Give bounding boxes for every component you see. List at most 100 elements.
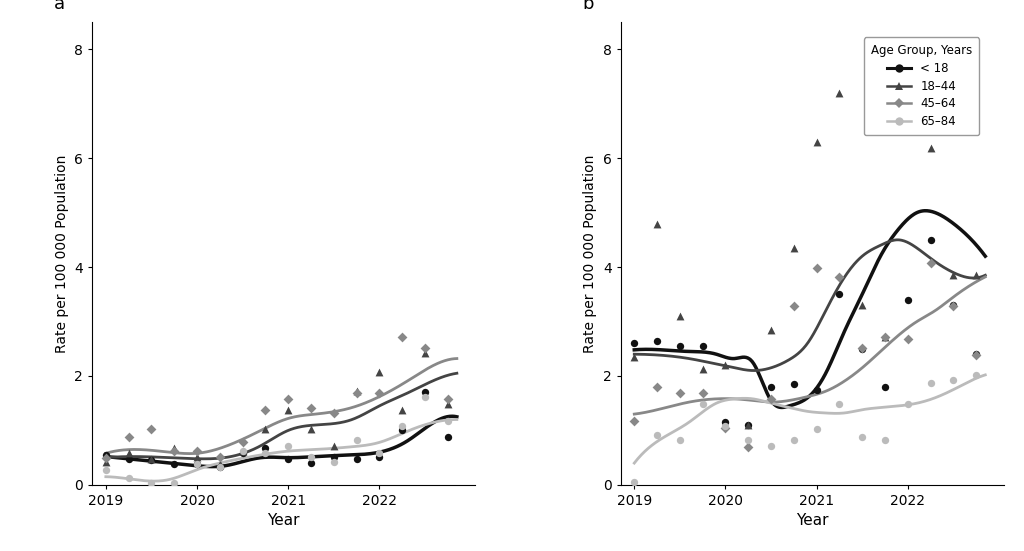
Point — [968, 370, 984, 379]
Point — [371, 367, 387, 376]
Point — [394, 332, 411, 341]
Legend: < 18, 18–44, 45–64, 65–84: < 18, 18–44, 45–64, 65–84 — [864, 37, 979, 135]
Point — [626, 478, 642, 487]
Point — [394, 406, 411, 414]
Point — [143, 478, 160, 487]
Point — [394, 422, 411, 430]
Point — [649, 336, 666, 345]
Point — [785, 244, 802, 252]
Point — [672, 436, 688, 445]
Point — [968, 351, 984, 360]
Point — [439, 416, 456, 425]
Point — [923, 144, 939, 153]
Point — [945, 302, 962, 311]
Point — [257, 425, 273, 434]
Y-axis label: Rate per 100 000 Population: Rate per 100 000 Population — [583, 154, 597, 353]
X-axis label: Year: Year — [796, 514, 828, 528]
Point — [188, 460, 205, 468]
Point — [923, 378, 939, 387]
Point — [672, 312, 688, 321]
Point — [143, 455, 160, 463]
Point — [417, 388, 433, 397]
Point — [808, 137, 824, 146]
Point — [348, 455, 365, 463]
Point — [371, 449, 387, 458]
Point — [166, 460, 182, 468]
Point — [121, 433, 137, 441]
Point — [740, 436, 757, 445]
Point — [348, 436, 365, 445]
Point — [854, 343, 870, 352]
Point — [626, 416, 642, 425]
Point — [945, 376, 962, 385]
Point — [439, 400, 456, 409]
Point — [143, 456, 160, 465]
Point — [900, 334, 916, 343]
Point — [694, 400, 711, 409]
Point — [785, 380, 802, 388]
Y-axis label: Rate per 100 000 Population: Rate per 100 000 Population — [54, 154, 69, 353]
Point — [280, 455, 296, 463]
Point — [626, 353, 642, 361]
Point — [303, 458, 319, 467]
Point — [649, 382, 666, 391]
Point — [854, 301, 870, 310]
Point — [348, 387, 365, 396]
Point — [121, 474, 137, 483]
Point — [854, 433, 870, 441]
Point — [649, 430, 666, 439]
Point — [303, 425, 319, 434]
Point — [121, 455, 137, 463]
Point — [280, 395, 296, 403]
Point — [417, 392, 433, 401]
Point — [166, 478, 182, 487]
Point — [740, 420, 757, 429]
Point — [326, 452, 342, 461]
Point — [808, 264, 824, 273]
Point — [326, 441, 342, 450]
Point — [900, 400, 916, 409]
Point — [900, 295, 916, 304]
Point — [97, 453, 114, 462]
Point — [785, 302, 802, 311]
Point — [257, 449, 273, 458]
Point — [212, 463, 228, 472]
Point — [831, 88, 848, 97]
Point — [877, 436, 893, 445]
Point — [877, 332, 893, 341]
Point — [831, 272, 848, 281]
Point — [808, 425, 824, 434]
Point — [439, 395, 456, 403]
Point — [831, 290, 848, 299]
Point — [212, 463, 228, 472]
Point — [166, 447, 182, 456]
Point — [257, 406, 273, 414]
Point — [877, 332, 893, 341]
Point — [257, 444, 273, 452]
Point — [831, 400, 848, 409]
Point — [740, 420, 757, 429]
Point — [694, 365, 711, 374]
Point — [740, 442, 757, 451]
Point — [394, 426, 411, 435]
Point — [166, 444, 182, 452]
Point — [234, 447, 251, 456]
Point — [417, 343, 433, 352]
X-axis label: Year: Year — [267, 514, 300, 528]
Point — [303, 403, 319, 412]
Point — [326, 409, 342, 418]
Point — [280, 406, 296, 414]
Point — [188, 447, 205, 456]
Point — [97, 457, 114, 466]
Text: a: a — [54, 0, 65, 13]
Point — [371, 452, 387, 461]
Point — [854, 344, 870, 353]
Point — [717, 361, 733, 370]
Point — [877, 382, 893, 391]
Point — [945, 271, 962, 280]
Point — [234, 449, 251, 458]
Point — [900, 127, 916, 136]
Point — [694, 389, 711, 398]
Point — [717, 418, 733, 426]
Point — [968, 271, 984, 280]
